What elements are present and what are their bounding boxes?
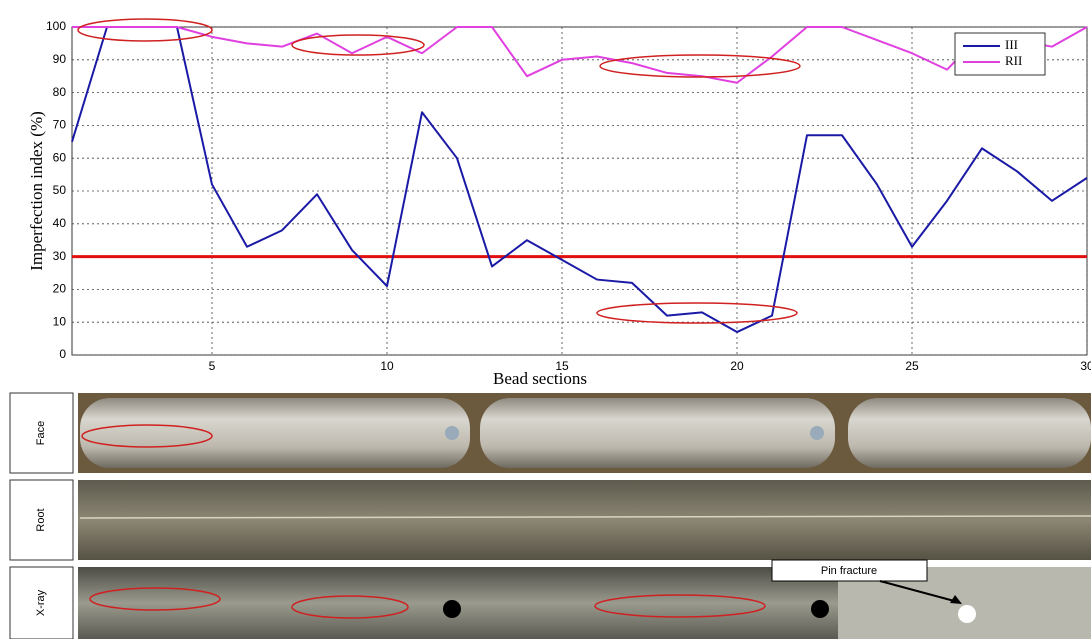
highlight-ellipses bbox=[77, 18, 801, 324]
y-tick-label: 80 bbox=[53, 85, 67, 99]
x-tick-label: 30 bbox=[1080, 359, 1091, 373]
xray-panel: Pin fracture X-ray bbox=[9, 559, 1091, 639]
x-tick-label: 10 bbox=[380, 359, 394, 373]
y-tick-label: 40 bbox=[53, 216, 67, 230]
y-tick-label: 10 bbox=[53, 314, 67, 328]
legend-label: RII bbox=[1005, 53, 1022, 68]
y-tick-label: 60 bbox=[53, 150, 67, 164]
plot-area bbox=[71, 26, 1088, 356]
y-tick-label: 100 bbox=[46, 19, 66, 33]
x-tick-label: 5 bbox=[209, 359, 216, 373]
panel-label: Root bbox=[35, 508, 47, 531]
x-tick-label: 20 bbox=[730, 359, 744, 373]
panel-label: X-ray bbox=[35, 589, 47, 616]
y-tick-label: 0 bbox=[59, 347, 66, 361]
series-line bbox=[71, 26, 1088, 334]
x-tick-label: 15 bbox=[555, 359, 569, 373]
series-line bbox=[72, 26, 1088, 84]
root-panel: Root bbox=[9, 479, 1091, 561]
x-axis-label: Bead sections bbox=[493, 369, 587, 388]
callout-label: Pin fracture bbox=[821, 565, 877, 577]
face-panel: Face bbox=[9, 392, 1091, 474]
legend-box bbox=[954, 32, 1046, 76]
y-axis-label: Imperfection index (%) bbox=[27, 111, 46, 271]
y-tick-label: 70 bbox=[53, 118, 67, 132]
legend-label: III bbox=[1005, 37, 1018, 52]
y-tick-label: 90 bbox=[53, 52, 67, 66]
y-tick-label: 30 bbox=[53, 249, 67, 263]
y-tick-label: 50 bbox=[53, 183, 67, 197]
x-tick-label: 25 bbox=[905, 359, 919, 373]
y-tick-label: 20 bbox=[53, 282, 67, 296]
panel-label: Face bbox=[35, 421, 47, 445]
